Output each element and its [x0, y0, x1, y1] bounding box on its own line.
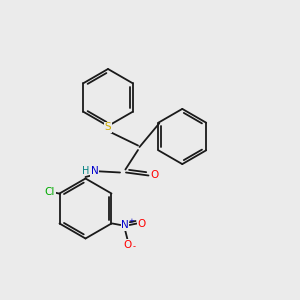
Text: Cl: Cl [45, 187, 55, 197]
Text: O: O [123, 239, 131, 250]
Text: S: S [105, 122, 111, 133]
Text: O: O [150, 170, 159, 181]
Text: -: - [133, 242, 136, 251]
Text: O: O [137, 218, 146, 229]
Text: +: + [129, 218, 134, 224]
Text: N: N [91, 166, 98, 176]
Text: H: H [82, 166, 89, 176]
Text: N: N [121, 220, 129, 230]
